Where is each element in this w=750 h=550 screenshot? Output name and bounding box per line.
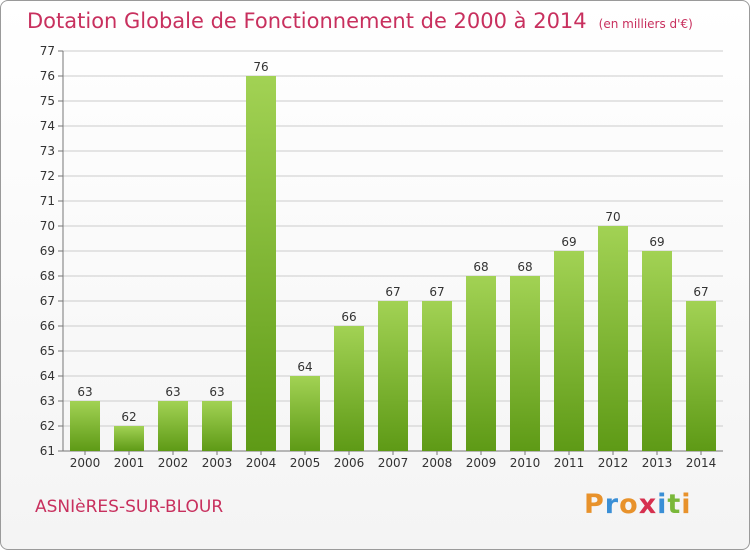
data-label: 70 (605, 210, 620, 224)
bar (202, 401, 232, 451)
y-tick-label: 68 (40, 269, 55, 283)
y-tick-label: 66 (40, 319, 55, 333)
y-tick-label: 72 (40, 169, 55, 183)
y-tick-label: 73 (40, 144, 55, 158)
logo-letter: i (681, 489, 692, 520)
logo-letter: t (667, 489, 682, 520)
data-label: 67 (385, 285, 400, 299)
x-tick-label: 2009 (466, 456, 497, 470)
logo-letter: o (619, 489, 639, 520)
bar (466, 276, 496, 451)
bar (554, 251, 584, 451)
y-tick-label: 65 (40, 344, 55, 358)
y-tick-label: 69 (40, 244, 55, 258)
data-label: 67 (693, 285, 708, 299)
bar (422, 301, 452, 451)
x-tick-label: 2014 (686, 456, 717, 470)
chart-title-text: Dotation Globale de Fonctionnement de 20… (27, 9, 587, 33)
x-tick-label: 2008 (422, 456, 453, 470)
y-tick-label: 63 (40, 394, 55, 408)
y-tick-label: 62 (40, 419, 55, 433)
x-tick-label: 2000 (70, 456, 101, 470)
bar (290, 376, 320, 451)
data-label: 68 (473, 260, 488, 274)
logo-letter: x (638, 489, 658, 520)
data-label: 62 (121, 410, 136, 424)
y-tick-label: 71 (40, 194, 55, 208)
y-tick-label: 64 (40, 369, 55, 383)
data-label: 63 (165, 385, 180, 399)
chart-title: Dotation Globale de Fonctionnement de 20… (27, 9, 693, 33)
logo-letter: r (604, 489, 620, 520)
y-tick-label: 61 (40, 444, 55, 458)
data-label: 69 (649, 235, 664, 249)
data-label: 68 (517, 260, 532, 274)
x-tick-label: 2013 (642, 456, 673, 470)
data-label: 63 (77, 385, 92, 399)
y-tick-label: 76 (40, 69, 55, 83)
x-tick-label: 2005 (290, 456, 321, 470)
x-tick-label: 2004 (246, 456, 277, 470)
y-tick-label: 67 (40, 294, 55, 308)
proxiti-logo: Proxiti (584, 489, 692, 520)
logo-letter: i (657, 489, 668, 520)
bar (70, 401, 100, 451)
bar (378, 301, 408, 451)
bar (642, 251, 672, 451)
bar (158, 401, 188, 451)
x-tick-label: 2006 (334, 456, 365, 470)
bar (246, 76, 276, 451)
bar (114, 426, 144, 451)
x-tick-label: 2011 (554, 456, 585, 470)
y-tick-label: 77 (40, 44, 55, 58)
data-label: 67 (429, 285, 444, 299)
data-label: 66 (341, 310, 356, 324)
x-tick-label: 2001 (114, 456, 145, 470)
x-tick-label: 2012 (598, 456, 629, 470)
data-label: 64 (297, 360, 312, 374)
units-label: (en milliers d'€) (598, 17, 693, 31)
y-tick-label: 70 (40, 219, 55, 233)
x-tick-label: 2003 (202, 456, 233, 470)
x-tick-label: 2010 (510, 456, 541, 470)
data-label: 63 (209, 385, 224, 399)
x-tick-label: 2002 (158, 456, 189, 470)
commune-name: ASNIèRES-SUR-BLOUR (35, 497, 224, 517)
data-label: 76 (253, 60, 268, 74)
y-tick-label: 74 (40, 119, 55, 133)
bar (510, 276, 540, 451)
bar (686, 301, 716, 451)
y-tick-label: 75 (40, 94, 55, 108)
bar (334, 326, 364, 451)
x-tick-label: 2007 (378, 456, 409, 470)
bar (598, 226, 628, 451)
logo-letter: P (584, 489, 605, 520)
data-label: 69 (561, 235, 576, 249)
